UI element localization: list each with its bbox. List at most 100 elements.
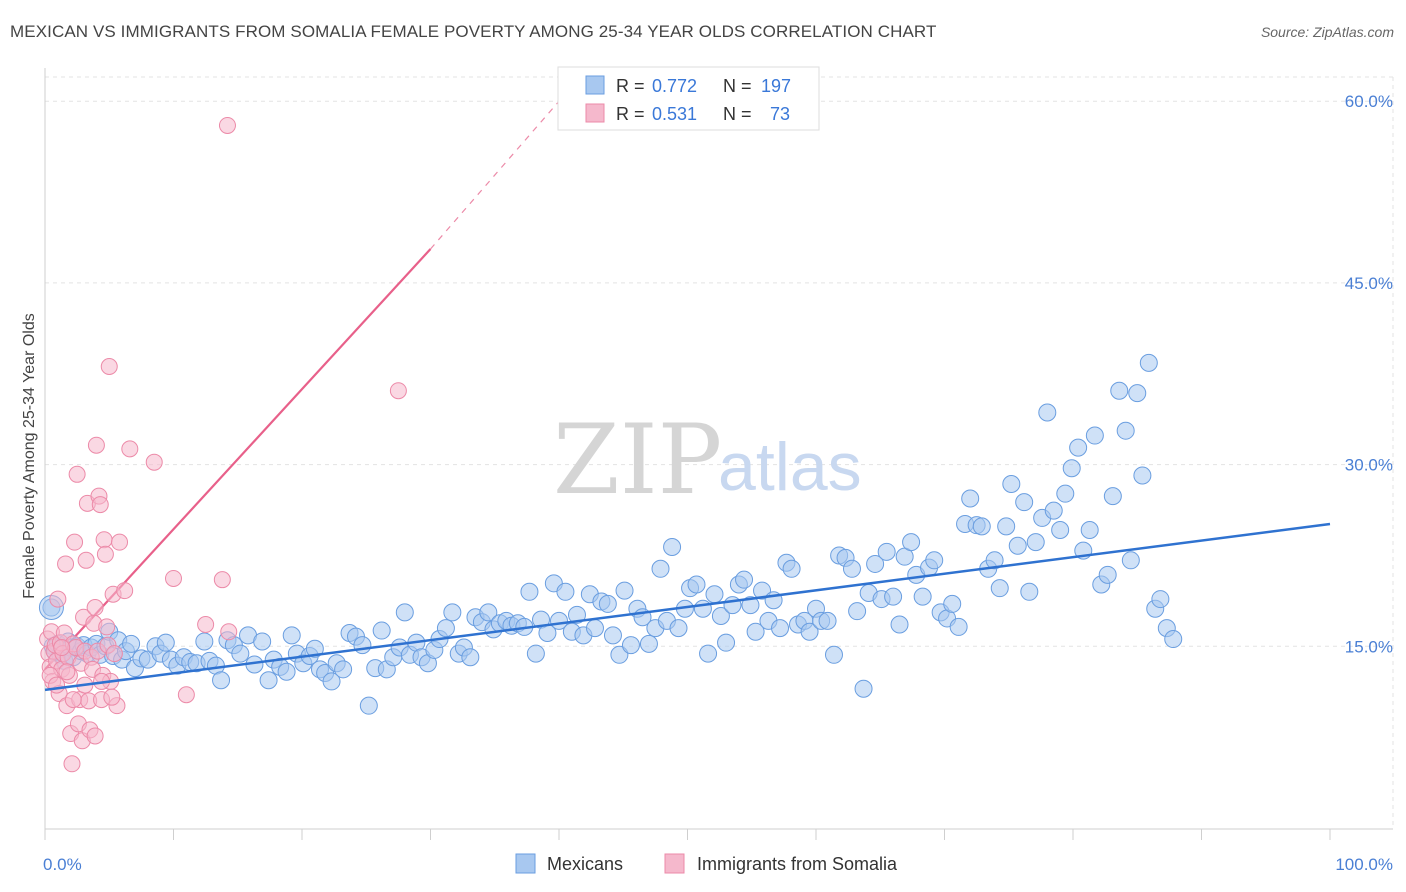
mexicans-point-167 xyxy=(990,579,1009,598)
mexicans-point-102 xyxy=(603,626,622,645)
mexicans-point-101 xyxy=(598,594,617,613)
mexicans-point-135 xyxy=(800,622,819,641)
mexicans-point-57 xyxy=(334,660,353,679)
legend-n-value-mexicans: 197 xyxy=(761,76,791,96)
mexicans-point-61 xyxy=(359,696,378,715)
somalia-point-48 xyxy=(100,357,118,375)
mexicans-point-139 xyxy=(824,645,843,664)
mexicans-point-159 xyxy=(943,594,962,613)
mexicans-point-142 xyxy=(842,559,861,578)
mexicans-point-37 xyxy=(212,671,231,690)
watermark-atlas: atlas xyxy=(718,429,862,505)
x-tick-label-min: 0.0% xyxy=(43,855,82,874)
mexicans-point-169 xyxy=(1002,474,1021,493)
somalia-point-23 xyxy=(68,465,86,483)
somalia-point-65 xyxy=(48,676,66,694)
mexicans-point-103 xyxy=(610,645,629,664)
bottom-legend-label-somalia: Immigrants from Somalia xyxy=(697,854,898,874)
mexicans-point-118 xyxy=(699,644,718,663)
bottom-legend: Mexicans Immigrants from Somalia xyxy=(515,853,898,874)
somalia-point-45 xyxy=(96,545,114,563)
mexicans-point-144 xyxy=(854,679,873,698)
mexicans-point-78 xyxy=(461,648,480,667)
somalia-point-19 xyxy=(63,755,81,773)
mexicans-point-60 xyxy=(353,636,372,655)
somalia-point-59 xyxy=(197,616,215,634)
source-label: Source: ZipAtlas.com xyxy=(1260,24,1394,40)
mexicans-point-189 xyxy=(1121,551,1140,570)
mexicans-point-183 xyxy=(1085,426,1104,445)
mexicans-point-185 xyxy=(1098,565,1117,584)
somalia-trend-extension xyxy=(430,100,560,250)
mexicans-point-173 xyxy=(1026,533,1045,552)
mexicans-point-176 xyxy=(1044,501,1063,520)
legend-swatch-mexicans xyxy=(585,75,605,95)
legend-n-label-mexicans: N = xyxy=(723,76,752,96)
mexicans-point-152 xyxy=(902,533,921,552)
mexicans-point-121 xyxy=(717,633,736,652)
mexicans-point-130 xyxy=(771,619,790,638)
y-axis-title: Female Poverty Among 25-34 Year Olds xyxy=(21,313,38,599)
mexicans-point-191 xyxy=(1133,466,1152,485)
y-tick-label-3: 60.0% xyxy=(1345,92,1393,111)
somalia-point-57 xyxy=(165,569,182,587)
legend-swatch-somalia xyxy=(585,103,605,123)
mexicans-point-22 xyxy=(122,634,141,653)
legend-n-value-somalia: 73 xyxy=(770,104,790,124)
mexicans-point-149 xyxy=(884,587,903,606)
somalia-point-44 xyxy=(95,531,113,549)
mexicans-point-150 xyxy=(890,615,909,634)
mexicans-point-99 xyxy=(585,619,604,638)
mexicans-point-74 xyxy=(436,619,455,638)
axes xyxy=(44,68,1393,840)
somalia-point-53 xyxy=(111,533,129,551)
mexicans-point-160 xyxy=(949,617,968,636)
mexicans-point-48 xyxy=(282,626,301,645)
y-tick-label-2: 45.0% xyxy=(1345,274,1393,293)
legend-r-label-mexicans: R = xyxy=(616,76,645,96)
mexicans-point-52 xyxy=(305,639,324,658)
bottom-legend-swatch-somalia xyxy=(664,853,685,874)
mexicans-point-148 xyxy=(877,542,896,561)
mexicans-trend-line xyxy=(44,522,1331,692)
mexicans-point-190 xyxy=(1128,384,1147,403)
mexicans-point-34 xyxy=(195,632,214,651)
watermark-zip: ZIP xyxy=(553,404,722,516)
mexicans-point-143 xyxy=(848,602,867,621)
mexicans-point-96 xyxy=(567,605,586,624)
bottom-legend-label-mexicans: Mexicans xyxy=(547,854,623,874)
mexicans-point-138 xyxy=(818,611,837,630)
mexicans-point-171 xyxy=(1015,493,1034,512)
somalia-point-14 xyxy=(57,555,75,573)
somalia-point-72 xyxy=(103,688,121,706)
y-tick-labels: 15.0% 30.0% 45.0% 60.0% xyxy=(1345,92,1393,656)
mexicans-point-105 xyxy=(621,636,640,655)
mexicans-point-88 xyxy=(520,582,539,601)
mexicans-point-182 xyxy=(1080,521,1099,540)
mexicans-point-164 xyxy=(972,517,991,536)
mexicans-point-40 xyxy=(231,644,250,663)
mexicans-point-132 xyxy=(782,559,801,578)
mexicans-point-113 xyxy=(669,619,688,638)
mexicans-point-124 xyxy=(735,570,754,589)
somalia-point-60 xyxy=(213,571,231,589)
somalia-point-58 xyxy=(177,686,195,704)
mexicans-point-178 xyxy=(1056,484,1075,503)
mexicans-point-186 xyxy=(1103,487,1122,506)
mexicans-point-44 xyxy=(259,671,278,690)
somalia-point-70 xyxy=(86,727,104,745)
chart-title: MEXICAN VS IMMIGRANTS FROM SOMALIA FEMAL… xyxy=(10,22,937,41)
bottom-legend-swatch-mexicans xyxy=(515,853,536,874)
mexicans-point-55 xyxy=(322,672,341,691)
mexicans-point-154 xyxy=(913,587,932,606)
mexicans-point-177 xyxy=(1051,521,1070,540)
mexicans-point-194 xyxy=(1151,590,1170,609)
legend-r-value-mexicans: 0.772 xyxy=(652,76,697,96)
somalia-point-46 xyxy=(98,618,116,636)
y-tick-label-0: 15.0% xyxy=(1345,637,1393,656)
somalia-point-66 xyxy=(53,639,71,657)
somalia-point-61 xyxy=(220,623,238,641)
mexicans-trend xyxy=(44,522,1331,692)
mexicans-point-94 xyxy=(556,582,575,601)
